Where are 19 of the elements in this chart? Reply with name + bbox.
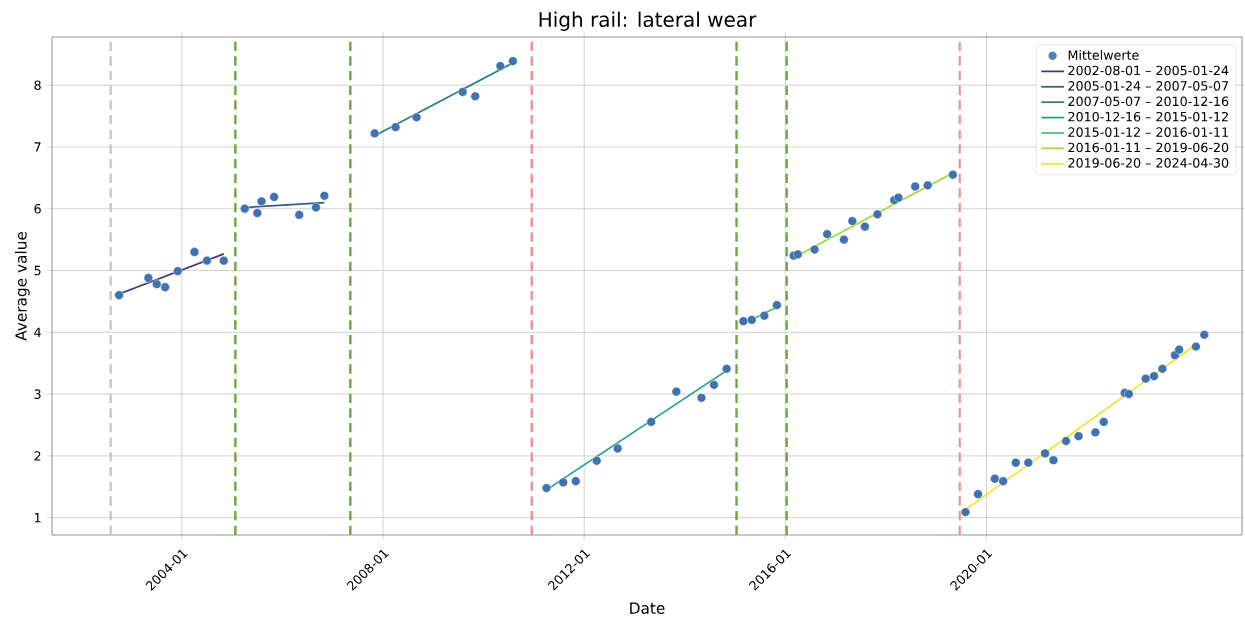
- x-axis-title: Date: [630, 602, 665, 614]
- chart-title: High rail: lateral wear: [539, 11, 757, 31]
- y-axis-title: Average value: [14, 231, 30, 341]
- y-tick-label: 6: [34, 203, 41, 214]
- y-tick-label: 3: [34, 389, 41, 399]
- y-tick-label: 7: [34, 142, 41, 152]
- legend-label: 2016-01-11 – 2019-06-20: [1068, 142, 1229, 153]
- y-tick-label: 1: [34, 513, 41, 523]
- legend-label: 2010-12-16 – 2015-01-12: [1068, 111, 1228, 122]
- y-tick-label: 2: [34, 451, 41, 461]
- legend-label: 2019-06-20 – 2024-04-30: [1068, 158, 1229, 168]
- legend-label: 2002-08-01 – 2005-01-24: [1068, 65, 1229, 76]
- legend-label: 2005-01-24 – 2007-05-07: [1068, 81, 1228, 91]
- legend-label: Mittelwerte: [1068, 50, 1139, 60]
- legend-label: 2015-01-12 – 2016-01-11: [1068, 127, 1228, 137]
- legend-label: 2007-05-07 – 2010-12-16: [1068, 96, 1229, 107]
- y-tick-label: 8: [34, 80, 41, 90]
- y-tick-label: 4: [34, 327, 41, 337]
- y-tick-label: 5: [34, 265, 41, 276]
